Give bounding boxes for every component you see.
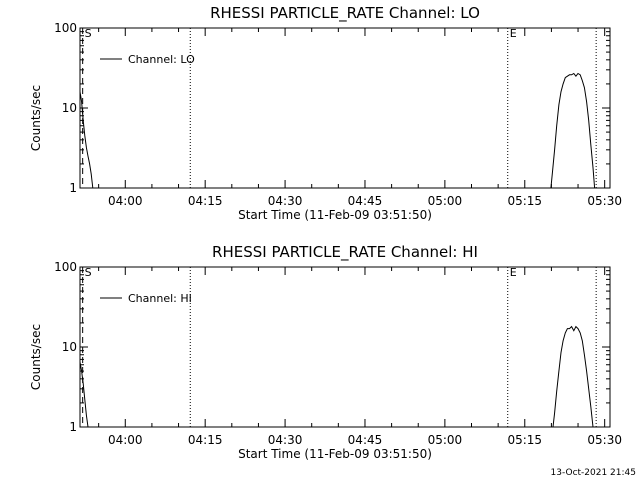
plot-frame xyxy=(79,266,611,428)
y-tick-label: 10 xyxy=(62,340,77,354)
footer-timestamp: 13-Oct-2021 21:45 xyxy=(551,468,636,478)
y-tick-label: 100 xyxy=(54,21,77,35)
y-tick-label: 10 xyxy=(62,101,77,115)
x-tick-label: 04:00 xyxy=(108,194,143,208)
x-tick-label: 04:15 xyxy=(188,433,223,447)
x-tick-label: 05:00 xyxy=(428,194,463,208)
panel-hi: RHESSI PARTICLE_RATE Channel: HI 1 10 100 04… xyxy=(29,243,622,461)
x-tick-label: 04:45 xyxy=(348,433,383,447)
x-tick-label: 04:45 xyxy=(348,194,383,208)
series-line xyxy=(552,325,594,428)
y-tick-label: 1 xyxy=(69,420,77,434)
x-axis-label: Start Time (11-Feb-09 03:51:50) xyxy=(238,208,432,222)
x-tick-label: 05:15 xyxy=(507,433,542,447)
event-marker-label: S xyxy=(85,266,92,279)
event-marker-label: E xyxy=(510,266,517,279)
series-line xyxy=(79,361,89,428)
y-tick-label: 100 xyxy=(54,260,77,274)
x-tick-label: 05:15 xyxy=(507,194,542,208)
event-marker-label: S xyxy=(85,27,92,40)
x-tick-label: 04:15 xyxy=(188,194,223,208)
x-tick-label: 04:30 xyxy=(268,433,303,447)
chart-title: RHESSI PARTICLE_RATE Channel: HI xyxy=(212,243,478,262)
x-tick-label: 05:00 xyxy=(428,433,463,447)
plot-frame xyxy=(79,27,611,189)
x-axis-label: Start Time (11-Feb-09 03:51:50) xyxy=(238,447,432,461)
y-axis-label: Counts/sec xyxy=(29,324,43,390)
y-axis-label: Counts/sec xyxy=(29,85,43,151)
panel-lo: RHESSI PARTICLE_RATE Channel: LO 1 10 100 04… xyxy=(29,4,622,222)
x-tick-label: 04:30 xyxy=(268,194,303,208)
y-tick-label: 1 xyxy=(69,181,77,195)
x-tick-label: 04:00 xyxy=(108,433,143,447)
legend-entry: Channel: LO xyxy=(128,53,195,66)
chart-title: RHESSI PARTICLE_RATE Channel: LO xyxy=(210,4,480,23)
x-tick-label: 05:30 xyxy=(587,194,622,208)
legend-entry: Channel: HI xyxy=(128,292,192,305)
series-line xyxy=(550,72,596,189)
event-marker-label: E xyxy=(510,27,517,40)
x-tick-label: 05:30 xyxy=(587,433,622,447)
series-line xyxy=(79,91,94,189)
